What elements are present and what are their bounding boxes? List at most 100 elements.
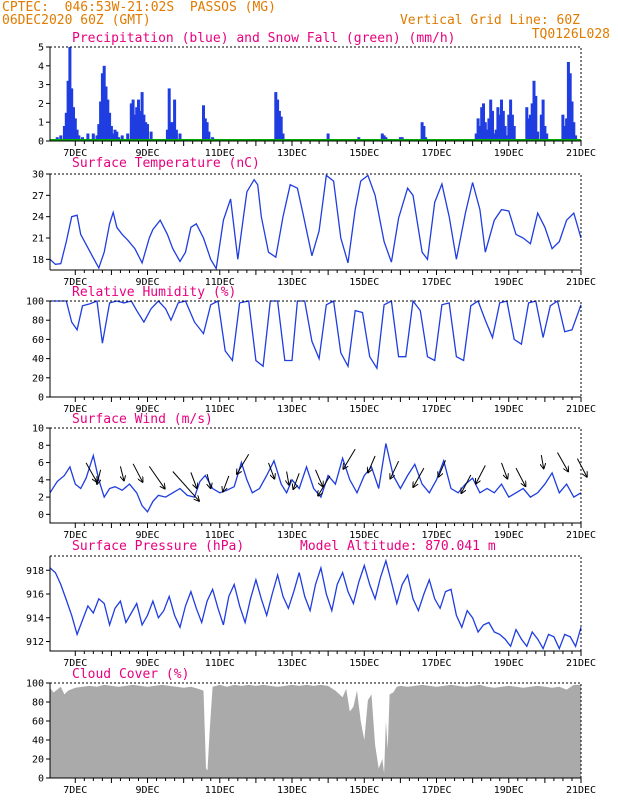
wind-vector-arrow: [438, 460, 446, 477]
precip-bar: [129, 103, 133, 141]
wind-vector-arrow: [132, 463, 143, 482]
precip-bar: [144, 122, 148, 141]
precip-bar: [279, 116, 283, 141]
header-line2-right: Vertical Grid Line: 60Z: [399, 13, 580, 28]
header-line3-right: TQ0126L028: [531, 27, 610, 42]
rh-x-tick-label: 17DEC: [421, 404, 451, 415]
precip-bar: [380, 133, 384, 141]
precip-x-tick-label: 9DEC: [135, 148, 159, 159]
precip-bar: [126, 133, 130, 141]
wind-y-tick-label: 10: [32, 424, 44, 435]
wind-vector-arrow: [368, 455, 376, 473]
wind-vector-arrow: [318, 475, 331, 496]
precip-bar: [525, 107, 529, 141]
pressure-title: Surface Pressure (hPa): [72, 539, 244, 554]
precip-bar: [568, 73, 572, 141]
wind-vector-arrow: [343, 448, 356, 469]
precip-bar: [142, 114, 146, 141]
pressure-x-tick-label: 21DEC: [566, 658, 596, 669]
precip-bar: [539, 114, 543, 141]
wind-y-tick-label: 4: [38, 475, 44, 486]
pressure-x-tick-label: 7DEC: [63, 658, 87, 669]
rh-y-tick-label: 20: [32, 373, 44, 384]
precip-title: Precipitation (blue) and Snow Fall (gree…: [72, 31, 456, 46]
precip-bar: [422, 126, 426, 141]
pressure-panel: Surface Pressure (hPa) Model Altitude: 87…: [26, 539, 596, 669]
cloud-y-tick-label: 40: [32, 736, 44, 747]
temp-series-line: [49, 174, 582, 271]
precip-bar: [503, 126, 507, 141]
precip-bar: [140, 92, 144, 141]
precip-bar: [510, 114, 514, 141]
wind-x-tick-label: 15DEC: [349, 530, 379, 541]
precip-y-tick-label: 0: [38, 137, 44, 148]
precip-bar: [73, 118, 77, 141]
temp-panel: Surface Temperature (nC) 18 21 24 27 30 7DEC 9D…: [32, 156, 596, 288]
precip-bar: [498, 114, 502, 141]
precip-bar: [570, 101, 574, 141]
precip-bar: [274, 92, 278, 141]
precip-bar: [326, 133, 330, 141]
pressure-frame: [49, 555, 582, 652]
rh-panel: Relative Humidity (%) 0 20 40 60 80 100 7DEC 9DE…: [26, 285, 596, 415]
wind-vector-arrow: [476, 465, 486, 484]
wind-x-tick-label: 17DEC: [421, 530, 451, 541]
wind-title: Surface Wind (m/s): [72, 412, 213, 427]
wind-vector-arrow: [501, 462, 508, 479]
precip-bar: [566, 62, 570, 141]
precip-bar: [476, 118, 480, 141]
precip-bar: [113, 129, 117, 141]
precip-bar: [86, 133, 90, 141]
wind-vector-arrow: [223, 475, 230, 492]
temp-title: Surface Temperature (nC): [72, 156, 260, 171]
precip-bar: [480, 107, 484, 141]
pressure-x-tick-label: 17DEC: [421, 658, 451, 669]
precip-bar: [102, 65, 106, 141]
precip-bar: [173, 99, 177, 141]
precip-bar: [174, 129, 178, 141]
wind-y-tick-label: 8: [38, 441, 44, 452]
temp-y-tick-label: 30: [32, 170, 44, 181]
cloud-x-tick-label: 9DEC: [135, 785, 159, 796]
temp-y-tick-label: 24: [32, 212, 44, 223]
precip-bar: [478, 126, 482, 141]
pressure-x-tick-label: 15DEC: [349, 658, 379, 669]
precip-x-tick-label: 15DEC: [349, 148, 379, 159]
precip-bar: [205, 122, 209, 141]
cloud-x-tick-label: 13DEC: [277, 785, 307, 796]
precip-x-tick-label: 17DEC: [421, 148, 451, 159]
rh-y-tick-label: 80: [32, 316, 44, 327]
temp-x-tick-label: 9DEC: [135, 277, 159, 288]
pressure-series-line: [49, 558, 582, 651]
wind-vector-arrow: [268, 462, 275, 479]
precip-bar: [202, 105, 205, 141]
wind-x-tick-label: 9DEC: [135, 530, 159, 541]
cloud-x-tick-label: 19DEC: [494, 785, 524, 796]
precip-bar: [541, 99, 545, 141]
temp-frame: [49, 173, 582, 271]
precip-bar: [178, 133, 182, 141]
precip-bar: [64, 112, 68, 141]
precip-bar: [135, 107, 139, 141]
precip-bar: [120, 135, 124, 141]
precip-bar: [489, 99, 493, 141]
cloud-cover-area: [50, 684, 581, 778]
precip-bar: [543, 126, 547, 141]
precip-bar: [111, 133, 115, 141]
cloud-x-tick-label: 11DEC: [205, 785, 235, 796]
wind-vector-arrow: [315, 469, 323, 487]
wind-vector-arrow: [190, 472, 197, 488]
precip-bar: [572, 122, 576, 141]
header-line2-left: 06DEC2020 60Z (GMT): [2, 13, 151, 28]
precip-bar: [167, 88, 171, 141]
precip-bar: [276, 99, 280, 141]
wind-x-tick-label: 13DEC: [277, 530, 307, 541]
wind-vector-arrow: [515, 467, 526, 486]
pressure-x-tick-label: 9DEC: [135, 658, 159, 669]
rh-x-tick-label: 11DEC: [205, 404, 235, 415]
wind-vector-arrow: [97, 469, 101, 484]
precip-bar: [496, 107, 500, 141]
precip-bar: [530, 103, 534, 141]
wind-x-tick-label: 19DEC: [494, 530, 524, 541]
